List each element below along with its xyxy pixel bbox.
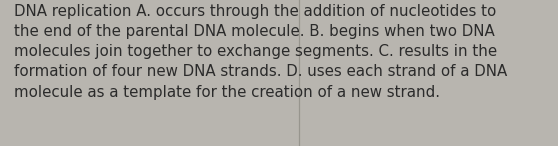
Text: DNA replication A. occurs through the addition of nucleotides to
the end of the : DNA replication A. occurs through the ad… [14,4,507,100]
